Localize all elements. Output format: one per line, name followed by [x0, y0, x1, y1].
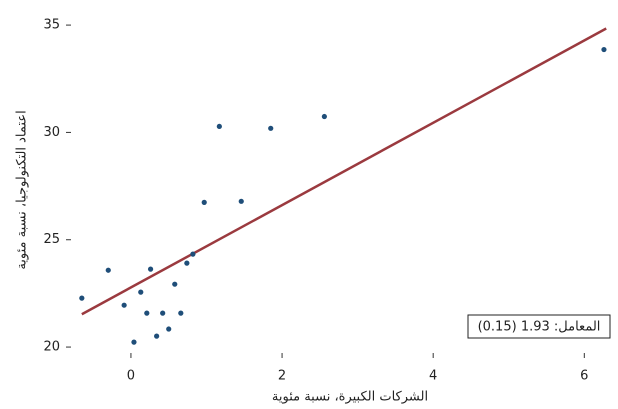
x-axis-label: الشركات الكبيرة، نسبة مئوية [272, 390, 428, 405]
y-tick-label: 35 [43, 18, 60, 33]
annotation: المعامل: 1.93 (0.15) [478, 320, 601, 335]
point [184, 260, 190, 266]
point [216, 123, 222, 130]
y-axis-label: اعتماد التكنولوجيا، نسبة مئوية [15, 110, 30, 269]
x-tick-label: 4 [429, 369, 437, 384]
fit-line [81, 27, 607, 316]
point [166, 326, 172, 332]
x-tick-label: 0 [127, 369, 135, 384]
x-tick-label: 6 [580, 369, 588, 384]
point [172, 281, 178, 287]
point [154, 333, 160, 339]
y-tick-label: 20 [43, 340, 60, 355]
x-tick-label: 2 [278, 369, 286, 384]
point [190, 251, 196, 257]
y-tick-label: 30 [43, 125, 60, 140]
point [105, 267, 111, 273]
point [121, 302, 127, 308]
y-tick-label: 25 [43, 232, 60, 247]
annotation-box [467, 314, 611, 339]
point [138, 289, 144, 295]
point [601, 46, 607, 53]
point [131, 339, 137, 345]
point [268, 125, 274, 131]
point [147, 266, 154, 272]
point [160, 310, 166, 316]
point [238, 198, 244, 204]
point [79, 295, 85, 301]
point [144, 310, 150, 316]
point [178, 310, 184, 316]
point [201, 199, 207, 205]
point [321, 113, 327, 120]
